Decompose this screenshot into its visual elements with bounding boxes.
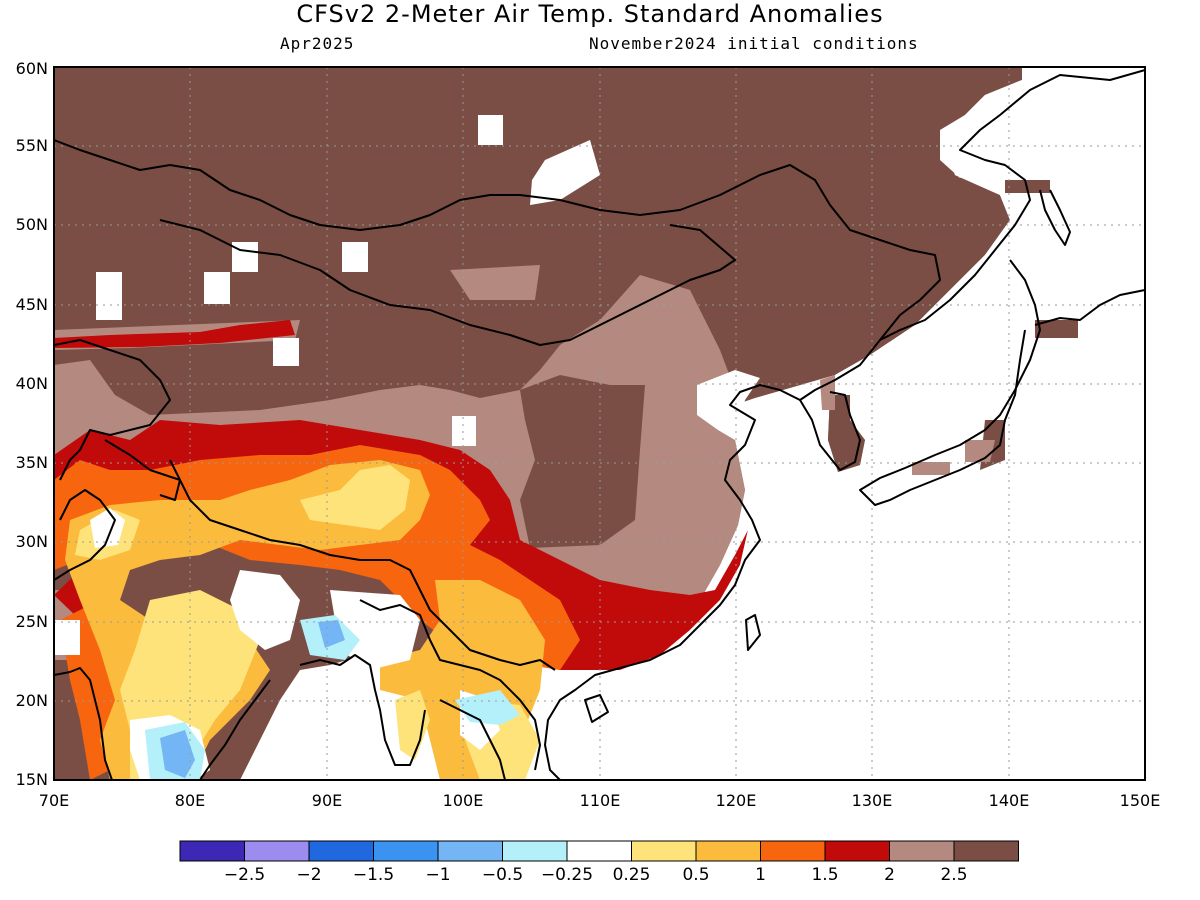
colorbar: −2.5 −2 −1.5 −1 −0.5 −0.25 0.25 0.5 1 1.5 2 2.5: [179, 840, 1019, 885]
colorbar-swatch: [308, 840, 374, 862]
colorbar-label: 1.5: [811, 865, 838, 885]
anomaly-region-0.25-0.5: [300, 465, 410, 530]
colorbar-swatch: [373, 840, 439, 862]
lon-tick: 130E: [852, 791, 893, 810]
lon-tick: 80E: [175, 791, 205, 810]
valid-month-label: Apr2025: [280, 34, 355, 53]
colorbar-swatch: [953, 840, 1019, 862]
colorbar-swatch: [760, 840, 826, 862]
map-title: CFSv2 2-Meter Air Temp. Standard Anomali…: [296, 0, 884, 28]
lon-tick: 110E: [580, 791, 621, 810]
anomaly-region-neg0.5-neg1: [160, 730, 195, 778]
ocean-mask: [620, 67, 1145, 780]
lat-tick: 35N: [16, 453, 48, 472]
map-frame: [53, 66, 1146, 781]
lat-tick: 55N: [16, 136, 48, 155]
lat-axis: 15N 20N 25N 30N 35N 40N 45N 50N 55N 60N: [16, 59, 48, 789]
lat-tick: 40N: [16, 374, 48, 393]
colorbar-label: −2.5: [224, 865, 265, 885]
lat-tick: 25N: [16, 612, 48, 631]
colorbar-swatch: [179, 840, 245, 862]
anomaly-field: [54, 67, 1145, 780]
lat-tick: 20N: [16, 691, 48, 710]
colorbar-label: −1.5: [353, 865, 394, 885]
colorbar-label: −0.25: [541, 865, 593, 885]
lat-tick: 15N: [16, 770, 48, 789]
colorbar-label: 2.5: [940, 865, 967, 885]
colorbar-label: −1: [425, 865, 450, 885]
colorbar-swatch: [566, 840, 632, 862]
lon-tick: 140E: [989, 791, 1030, 810]
lat-tick: 50N: [16, 215, 48, 234]
colorbar-swatch: [889, 840, 955, 862]
colorbar-swatch: [244, 840, 310, 862]
lat-tick: 45N: [16, 295, 48, 314]
lon-tick: 100E: [443, 791, 484, 810]
colorbar-label: 1: [755, 865, 766, 885]
lon-tick: 150E: [1120, 791, 1161, 810]
colorbar-swatch: [502, 840, 568, 862]
coastlines-borders: [54, 69, 1145, 780]
colorbar-swatch: [437, 840, 503, 862]
lat-tick: 60N: [16, 59, 48, 78]
anomaly-region-near-zero: [90, 508, 125, 548]
colorbar-label: −2: [296, 865, 321, 885]
lon-tick: 120E: [716, 791, 757, 810]
lon-tick: 90E: [312, 791, 342, 810]
colorbar-label: 2: [884, 865, 895, 885]
colorbar-label: −0.5: [482, 865, 523, 885]
init-conditions-label: November2024 initial conditions: [589, 34, 919, 53]
colorbar-label: 0.25: [613, 865, 651, 885]
colorbar-swatch: [695, 840, 761, 862]
lat-tick: 30N: [16, 532, 48, 551]
colorbar-label: 0.5: [682, 865, 709, 885]
colorbar-swatch: [631, 840, 697, 862]
colorbar-swatch: [824, 840, 890, 862]
lon-tick: 70E: [39, 791, 69, 810]
lon-axis: 70E 80E 90E 100E 110E 120E 130E 140E 150…: [39, 791, 1161, 810]
